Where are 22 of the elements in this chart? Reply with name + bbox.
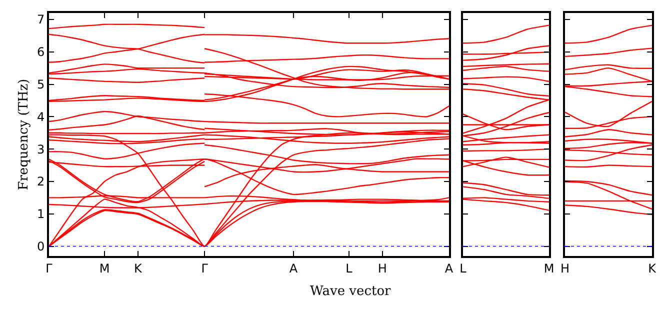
y-tick-label: 1 — [36, 207, 45, 222]
y-tick-label: 0 — [36, 239, 45, 254]
y-tick-label: 5 — [36, 77, 45, 92]
x-tick-label: K — [648, 261, 658, 276]
x-tick-label: H — [378, 261, 387, 276]
y-axis-title: Frequency (THz) — [16, 78, 32, 190]
x-tick-label: Γ — [46, 261, 53, 276]
x-tick-label: L — [346, 261, 353, 276]
x-tick-label: M — [544, 261, 554, 276]
y-tick-label: 3 — [36, 142, 45, 156]
x-tick-label: A — [444, 261, 454, 276]
x-tick-label: A — [289, 261, 298, 276]
x-tick-label: H — [560, 261, 570, 276]
x-axis-title: Wave vector — [310, 284, 392, 299]
y-tick-label: 2 — [36, 174, 45, 189]
y-tick-label: 7 — [36, 12, 45, 27]
x-tick-label: L — [460, 261, 467, 276]
x-tick-label: M — [99, 261, 110, 276]
x-tick-label: K — [134, 261, 143, 276]
x-tick-label: Γ — [201, 261, 208, 276]
y-tick-label: 6 — [36, 45, 45, 60]
y-tick-label: 4 — [36, 110, 45, 124]
